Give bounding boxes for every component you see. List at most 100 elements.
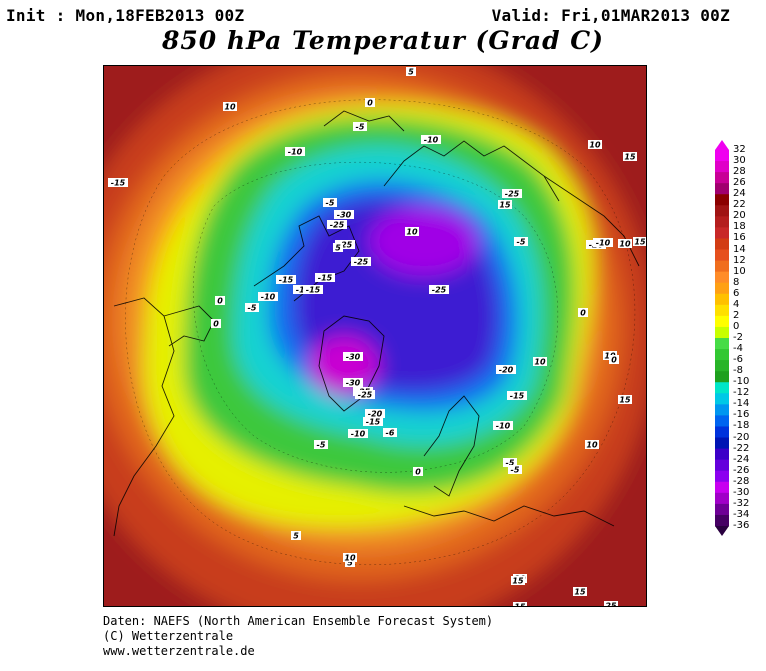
colorbar-label: 0 — [733, 320, 740, 332]
contour-label: -15 — [318, 274, 333, 283]
contour-label-box — [211, 319, 221, 328]
contour-label-box — [323, 198, 337, 207]
contour-label-box — [609, 355, 619, 364]
colorbar-label: 4 — [733, 298, 740, 310]
footer-copyright: (C) Wetterzentrale — [103, 629, 234, 643]
contour-label-box — [343, 553, 357, 562]
contour-label: 15 — [574, 588, 586, 597]
colorbar-label: 12 — [733, 254, 746, 266]
contour-label: -25 — [358, 391, 373, 400]
colorbar-swatch — [715, 216, 729, 228]
contour-label: -30 — [346, 353, 361, 362]
colorbar-swatch — [715, 150, 729, 162]
contour-label: 10 — [344, 554, 356, 563]
contour-label-box — [405, 227, 419, 236]
contour-label-box — [588, 140, 602, 149]
colorbar-label: -18 — [733, 420, 750, 432]
contour-label: -15 — [279, 276, 294, 285]
contour-label-box — [363, 417, 383, 426]
contour-label-box — [303, 285, 323, 294]
colorbar-label: -12 — [733, 387, 750, 399]
colorbar-label: 22 — [733, 199, 746, 211]
contour-label: -25 — [354, 258, 369, 267]
colorbar-swatch — [715, 227, 729, 239]
contour-label-box — [593, 238, 613, 247]
colorbar-label: -30 — [733, 486, 750, 498]
colorbar-swatch — [715, 481, 729, 494]
contour-label-box — [333, 243, 343, 252]
colorbar-swatch — [715, 183, 729, 195]
colorbar-label: 32 — [733, 144, 746, 155]
contour-label-box — [508, 465, 522, 474]
colorbar-swatch — [715, 282, 729, 295]
temp-field-minus26 — [369, 206, 479, 276]
contour-label-box — [413, 467, 423, 476]
colorbar-max-arrow — [715, 140, 729, 150]
contour-label-box — [503, 458, 517, 467]
contour-label: 10 — [619, 240, 631, 249]
colorbar-swatch — [715, 161, 729, 173]
colorbar-label: -20 — [733, 431, 750, 443]
contour-label: -5 — [248, 304, 257, 313]
contour-label-box — [348, 429, 368, 438]
contour-label: -5 — [317, 441, 326, 450]
colorbar-swatch — [715, 205, 729, 217]
contour-label: 15 — [619, 396, 631, 405]
contour-label: -25 — [338, 241, 353, 250]
colorbar-swatch — [715, 393, 729, 405]
colorbar-label: 20 — [733, 210, 746, 222]
contour-label: 5 — [335, 244, 341, 253]
contour-label-box — [618, 395, 632, 404]
colorbar-label: 14 — [733, 243, 746, 255]
colorbar-label: 28 — [733, 166, 746, 178]
coastline-europe — [403, 505, 615, 527]
temperature-colorbar — [715, 140, 729, 536]
colorbar-label: 26 — [733, 177, 746, 189]
contour-label: -6 — [386, 429, 395, 438]
colorbar-swatch — [715, 249, 729, 262]
contour-label-box — [618, 239, 632, 248]
contour-label: 0 — [367, 99, 373, 108]
contour-label: 10 — [224, 103, 236, 112]
colorbar-label: -4 — [733, 343, 743, 355]
colorbar-label: -36 — [733, 520, 750, 531]
colorbar-label: -28 — [733, 475, 750, 487]
colorbar-label: -34 — [733, 508, 750, 520]
contour-label-box — [353, 122, 367, 131]
contour-label: 15 — [499, 201, 511, 210]
contour-label-box — [315, 273, 335, 282]
contour-label: -5 — [506, 459, 515, 468]
contour-label-box — [355, 390, 375, 399]
contour-label: -25 — [432, 286, 447, 295]
contour-label-box — [604, 601, 618, 606]
colorbar-swatch — [715, 437, 729, 450]
contour-label-box — [365, 409, 385, 418]
contour-label: -5 — [517, 238, 526, 247]
contour-label: -10 — [288, 148, 303, 157]
contour-label: -15 — [111, 179, 126, 188]
contour-label: 0 — [213, 320, 219, 329]
colorbar-label: 8 — [733, 276, 740, 288]
colorbar-label: -10 — [733, 376, 750, 388]
colorbar-label: -8 — [733, 365, 743, 377]
contour-label-box — [285, 147, 305, 156]
contour-label: 15 — [512, 577, 524, 586]
coastline-canadian-arctic — [253, 215, 360, 302]
colorbar-swatch — [715, 382, 729, 394]
contour-label: -5 — [356, 123, 365, 132]
colorbar-swatch — [715, 293, 729, 306]
contour-label-box — [345, 558, 355, 567]
colorbar-swatch — [715, 514, 729, 527]
colorbar-swatch — [715, 238, 729, 251]
contour-label: 10 — [406, 228, 418, 237]
colorbar-swatch — [715, 459, 729, 472]
contour-label-box — [623, 152, 637, 161]
contour-label: -10 — [351, 430, 366, 439]
colorbar-swatch — [715, 448, 729, 461]
contour-label-box — [314, 440, 328, 449]
contour-label: -20 — [368, 410, 383, 419]
colorbar-min-arrow — [715, 526, 729, 536]
coastline-siberia — [383, 140, 560, 202]
footer-website: www.wetterzentrale.de — [103, 644, 255, 658]
colorbar-label: -16 — [733, 409, 750, 421]
